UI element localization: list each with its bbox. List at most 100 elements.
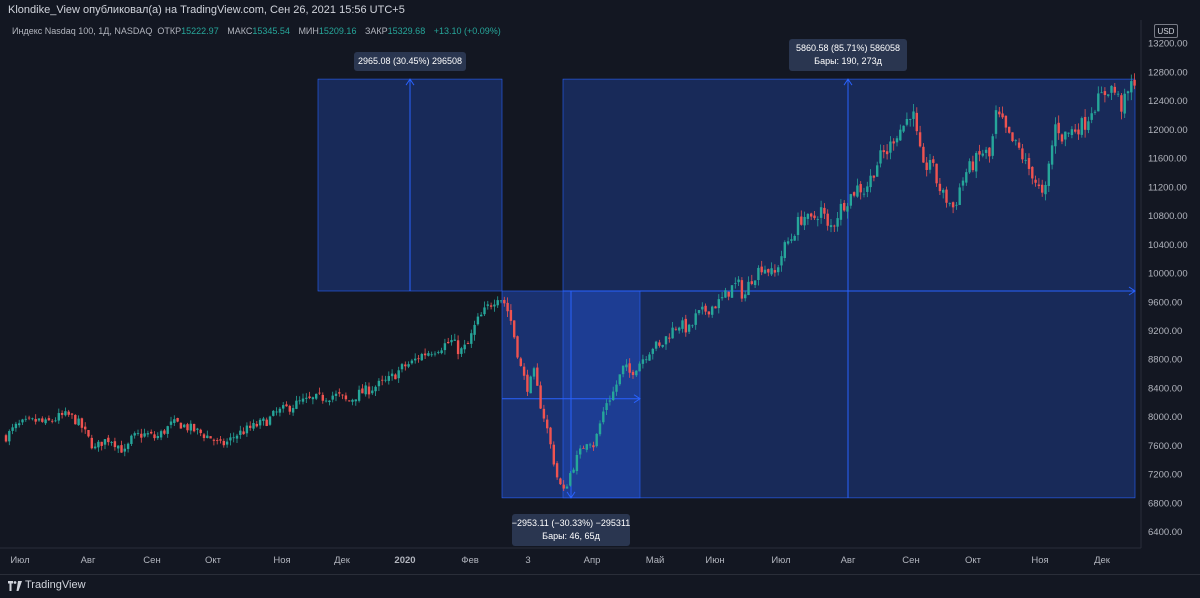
candle xyxy=(196,427,199,435)
candle xyxy=(1050,140,1054,170)
candle-body xyxy=(839,203,843,220)
candle-body xyxy=(885,151,889,155)
candle xyxy=(1067,132,1070,138)
candle-body xyxy=(1008,126,1011,133)
candle xyxy=(658,339,661,348)
candle-body xyxy=(156,436,159,439)
candle xyxy=(975,151,978,179)
candle-body xyxy=(489,305,493,307)
candle-body xyxy=(876,165,879,177)
candle-body xyxy=(694,313,697,325)
candle xyxy=(645,356,648,364)
candle xyxy=(856,178,859,198)
candle-body xyxy=(1126,91,1130,94)
candle-body xyxy=(918,132,922,147)
price-chart[interactable]: 13200.00 12800.00 12400.00 12000.00 11600.00… xyxy=(0,0,1200,574)
candle-body xyxy=(443,343,447,351)
candle-body xyxy=(407,364,410,367)
candle xyxy=(80,417,84,433)
candle-body xyxy=(628,363,631,373)
x-tick-label: Окт xyxy=(965,555,982,566)
candle xyxy=(318,387,321,395)
candle-body xyxy=(810,213,813,217)
candle-body xyxy=(315,393,318,399)
candle xyxy=(216,437,219,445)
candle-body xyxy=(37,418,41,421)
candle xyxy=(278,407,282,417)
candle xyxy=(97,439,100,452)
candle xyxy=(1064,131,1067,147)
candle xyxy=(707,311,711,318)
candle xyxy=(90,434,93,450)
y-tick-label: 7200.00 xyxy=(1148,470,1182,481)
candle xyxy=(410,358,414,365)
candle-body xyxy=(430,354,433,356)
candle-body xyxy=(978,151,981,155)
candle-body xyxy=(750,281,753,284)
candle-body xyxy=(150,431,153,434)
candle-layer xyxy=(4,73,1136,491)
candle xyxy=(242,427,245,435)
candle-body xyxy=(90,437,93,449)
candle xyxy=(387,371,390,385)
candle-body xyxy=(592,445,595,448)
candle-body xyxy=(1014,140,1017,142)
candle xyxy=(961,177,965,191)
candle xyxy=(503,296,506,307)
candle-body xyxy=(727,291,730,297)
x-tick-label: Июл xyxy=(771,555,790,566)
candle xyxy=(592,441,595,451)
candle xyxy=(918,125,922,148)
candle-body xyxy=(311,397,315,400)
candle-body xyxy=(1080,118,1083,135)
candle xyxy=(282,402,285,413)
y-tick-label: 6800.00 xyxy=(1148,498,1182,509)
footer-brand[interactable]: TradingView xyxy=(25,579,86,591)
candle xyxy=(915,107,918,136)
candle-body xyxy=(1116,93,1120,95)
measure-arrowhead-3 xyxy=(566,491,576,499)
candle xyxy=(800,210,803,226)
candle xyxy=(747,276,750,296)
candle-body xyxy=(757,267,760,281)
x-tick-label: Апр xyxy=(584,555,601,566)
candle xyxy=(272,409,275,417)
candle xyxy=(595,433,598,448)
candle-body xyxy=(767,269,770,273)
candle-body xyxy=(338,392,341,394)
candle xyxy=(47,415,51,422)
y-tick-label: 11200.00 xyxy=(1148,182,1187,193)
close-label: ЗАКР xyxy=(364,26,388,36)
candle-body xyxy=(1064,131,1067,140)
candle-body xyxy=(621,365,625,375)
candle xyxy=(285,401,288,407)
candle-body xyxy=(371,390,374,394)
y-tick-label: 12000.00 xyxy=(1148,125,1188,136)
candle xyxy=(978,144,981,162)
candle xyxy=(423,348,427,359)
candle-body xyxy=(882,150,885,153)
candle-body xyxy=(549,427,552,445)
candle xyxy=(862,187,866,198)
candle-body xyxy=(1037,184,1041,187)
candle-body xyxy=(84,426,87,430)
candle-body xyxy=(555,463,559,478)
candle xyxy=(1077,123,1080,140)
candle-body xyxy=(460,348,463,354)
candle-body xyxy=(440,350,443,354)
candle-body xyxy=(935,163,938,184)
candle-body xyxy=(486,304,489,306)
measure-box-2 xyxy=(562,78,1136,499)
candle xyxy=(763,265,767,275)
candle-body xyxy=(120,445,123,453)
candle-body xyxy=(942,189,945,193)
candle-body xyxy=(275,411,278,413)
candle-body xyxy=(536,367,539,386)
candle xyxy=(935,163,938,187)
x-tick-label: Июн xyxy=(705,555,724,566)
candle-body xyxy=(519,358,522,366)
candle xyxy=(892,138,895,151)
high-value: 15345.54 xyxy=(252,26,290,36)
currency-badge[interactable]: USD xyxy=(1154,24,1178,38)
y-tick-label: 9200.00 xyxy=(1148,326,1182,337)
